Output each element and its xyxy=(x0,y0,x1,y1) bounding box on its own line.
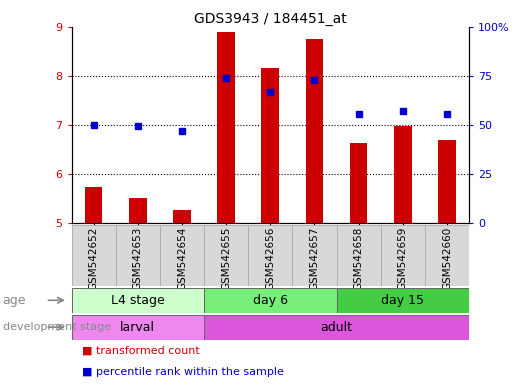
Bar xyxy=(204,315,469,340)
Bar xyxy=(72,315,204,340)
Bar xyxy=(72,288,204,313)
Text: GSM542657: GSM542657 xyxy=(310,227,320,290)
Text: day 15: day 15 xyxy=(381,294,425,307)
Bar xyxy=(394,126,412,223)
Text: age: age xyxy=(3,294,26,307)
Bar xyxy=(337,288,469,313)
Bar xyxy=(85,187,102,223)
Bar xyxy=(217,32,235,223)
Text: GSM542656: GSM542656 xyxy=(266,227,275,290)
Bar xyxy=(350,143,367,223)
Text: GSM542658: GSM542658 xyxy=(354,227,364,290)
Bar xyxy=(425,225,469,286)
Text: larval: larval xyxy=(120,321,155,334)
Bar xyxy=(293,225,337,286)
Text: ■ transformed count: ■ transformed count xyxy=(82,346,200,356)
Bar xyxy=(248,225,293,286)
Text: GSM542654: GSM542654 xyxy=(177,227,187,290)
Text: GSM542655: GSM542655 xyxy=(221,227,231,290)
Bar xyxy=(438,141,456,223)
Text: adult: adult xyxy=(321,321,352,334)
Bar xyxy=(337,225,381,286)
Text: L4 stage: L4 stage xyxy=(111,294,165,307)
Title: GDS3943 / 184451_at: GDS3943 / 184451_at xyxy=(194,12,347,26)
Bar xyxy=(306,39,323,223)
Bar xyxy=(129,198,147,223)
Text: GSM542659: GSM542659 xyxy=(398,227,408,290)
Bar xyxy=(381,225,425,286)
Text: development stage: development stage xyxy=(3,322,111,332)
Text: day 6: day 6 xyxy=(253,294,288,307)
Text: GSM542660: GSM542660 xyxy=(442,227,452,290)
Bar xyxy=(72,225,116,286)
Bar xyxy=(261,68,279,223)
Bar xyxy=(160,225,204,286)
Bar xyxy=(173,210,191,223)
Text: ■ percentile rank within the sample: ■ percentile rank within the sample xyxy=(82,367,284,377)
Text: GSM542653: GSM542653 xyxy=(133,227,143,290)
Bar xyxy=(204,288,337,313)
Text: GSM542652: GSM542652 xyxy=(89,227,99,290)
Bar xyxy=(204,225,248,286)
Bar xyxy=(116,225,160,286)
